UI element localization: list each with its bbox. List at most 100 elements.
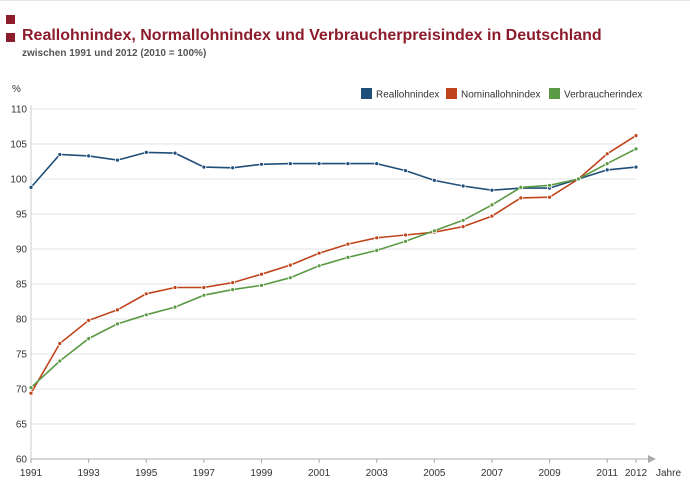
data-point-verbraucherindex-2010	[575, 176, 581, 182]
data-point-nominallohnindex-1998	[230, 280, 236, 286]
data-point-verbraucherindex-2009	[547, 182, 552, 188]
data-point-nominallohnindex-1996	[172, 285, 178, 290]
data-point-verbraucherindex-2012	[633, 146, 639, 152]
legend: Reallohnindex Nominallohnindex Verbraucher…	[361, 88, 642, 101]
x-axis-label: Jahre	[656, 468, 681, 479]
series-line-reallohnindex	[30, 151, 637, 192]
data-point-nominallohnindex-1993	[86, 317, 92, 323]
data-point-verbraucherindex-2011	[604, 161, 610, 167]
x-tick-2011: 2011	[596, 468, 618, 479]
axes	[30, 105, 656, 463]
data-point-nominallohnindex-2009	[547, 194, 552, 200]
legend-swatch-reallohnindex	[361, 88, 372, 99]
data-point-verbraucherindex-2007	[489, 202, 495, 208]
data-point-verbraucherindex-2004	[403, 238, 408, 244]
data-point-reallohnindex-2001	[316, 161, 322, 167]
legend-label-reallohnindex: Reallohnindex	[376, 90, 439, 101]
data-point-verbraucherindex-2006	[460, 217, 466, 223]
y-tick-85: 85	[16, 280, 28, 291]
y-tick-60: 60	[16, 455, 28, 466]
data-point-reallohnindex-1996	[172, 150, 178, 156]
x-axis-arrow	[648, 455, 656, 463]
x-tick-1997: 1997	[193, 468, 216, 479]
y-tick-75: 75	[16, 350, 28, 361]
data-point-reallohnindex-2004	[403, 168, 408, 174]
data-point-nominallohnindex-1994	[115, 307, 120, 313]
data-point-verbraucherindex-1999	[259, 282, 264, 288]
legend-swatch-nominallohnindex	[446, 88, 457, 99]
data-point-verbraucherindex-1994	[115, 321, 120, 327]
data-point-reallohnindex-2006	[460, 183, 466, 189]
data-point-nominallohnindex-1991	[28, 390, 34, 396]
data-point-reallohnindex-1992	[57, 152, 63, 157]
data-point-reallohnindex-1998	[230, 165, 236, 171]
data-point-nominallohnindex-2002	[345, 241, 351, 247]
data-point-nominallohnindex-2011	[604, 151, 610, 157]
y-tick-65: 65	[16, 420, 28, 431]
bullet-marker-top	[6, 15, 15, 24]
series-lines	[28, 133, 639, 396]
data-point-reallohnindex-1991	[28, 184, 34, 190]
x-tick-1995: 1995	[135, 468, 158, 479]
data-point-verbraucherindex-1995	[143, 312, 149, 318]
data-point-reallohnindex-1994	[115, 157, 120, 163]
data-point-nominallohnindex-2003	[374, 235, 380, 241]
x-tick-labels: 1991 1993 1995 1997 1999 2001 2003 2005 2007 2009…	[20, 468, 648, 479]
y-tick-90: 90	[16, 245, 28, 256]
x-tick-1993: 1993	[77, 468, 100, 479]
x-tick-2001: 2001	[308, 468, 331, 479]
data-point-nominallohnindex-2006	[460, 224, 466, 230]
x-tick-2012: 2012	[625, 468, 648, 479]
y-tick-70: 70	[16, 385, 28, 396]
x-tick-2003: 2003	[366, 468, 389, 479]
x-tick-1991: 1991	[20, 468, 43, 479]
y-tick-95: 95	[16, 210, 28, 221]
top-divider	[0, 0, 690, 5]
data-point-verbraucherindex-2003	[374, 247, 380, 253]
data-point-reallohnindex-2002	[345, 161, 351, 167]
chart-title: Reallohnindex, Normallohnindex und Verbr…	[22, 27, 602, 44]
data-point-reallohnindex-2003	[374, 161, 380, 167]
data-point-nominallohnindex-1999	[259, 271, 264, 277]
data-point-reallohnindex-1999	[259, 161, 264, 167]
chart-subtitle: zwischen 1991 und 2012 (2010 = 100%)	[22, 48, 207, 59]
bullet-marker-title	[6, 33, 15, 42]
data-point-reallohnindex-2007	[489, 187, 495, 193]
data-point-nominallohnindex-2004	[403, 232, 408, 238]
data-point-reallohnindex-1997	[201, 164, 207, 170]
y-tick-labels: 60 65 70 75 80 85 90 95 100 105 110	[10, 105, 27, 466]
data-point-nominallohnindex-2000	[287, 262, 293, 268]
data-point-verbraucherindex-2001	[316, 263, 322, 269]
x-tick-2009: 2009	[538, 468, 561, 479]
legend-label-nominallohnindex: Nominallohnindex	[461, 90, 541, 101]
x-tick-2007: 2007	[481, 468, 504, 479]
data-point-verbraucherindex-1996	[172, 304, 178, 310]
data-point-reallohnindex-1993	[86, 153, 92, 159]
data-point-verbraucherindex-1993	[86, 336, 92, 342]
data-point-verbraucherindex-1991	[28, 385, 34, 391]
data-point-nominallohnindex-1992	[57, 341, 63, 346]
data-point-nominallohnindex-2007	[489, 213, 495, 219]
y-tick-100: 100	[10, 175, 27, 186]
legend-swatch-verbraucherindex	[549, 88, 560, 99]
y-tick-110: 110	[11, 105, 27, 116]
data-point-nominallohnindex-2001	[316, 250, 322, 256]
data-point-nominallohnindex-2012	[633, 133, 639, 139]
y-tick-80: 80	[16, 315, 28, 326]
y-axis-label: %	[12, 84, 21, 95]
series-line-nominallohnindex	[30, 134, 637, 394]
y-tick-105: 105	[10, 140, 27, 151]
legend-label-verbraucherindex: Verbraucherindex	[564, 90, 642, 101]
data-point-verbraucherindex-1992	[57, 358, 63, 364]
data-point-verbraucherindex-2008	[518, 184, 524, 190]
data-point-reallohnindex-2000	[287, 161, 293, 167]
data-point-reallohnindex-2011	[604, 167, 610, 173]
data-point-verbraucherindex-2000	[287, 275, 293, 281]
series-line-verbraucherindex	[30, 148, 637, 389]
grid-lines	[31, 108, 636, 425]
x-tick-1999: 1999	[250, 468, 273, 479]
data-point-verbraucherindex-1998	[230, 287, 236, 293]
data-point-reallohnindex-1995	[143, 149, 149, 155]
data-point-nominallohnindex-2008	[518, 195, 524, 201]
